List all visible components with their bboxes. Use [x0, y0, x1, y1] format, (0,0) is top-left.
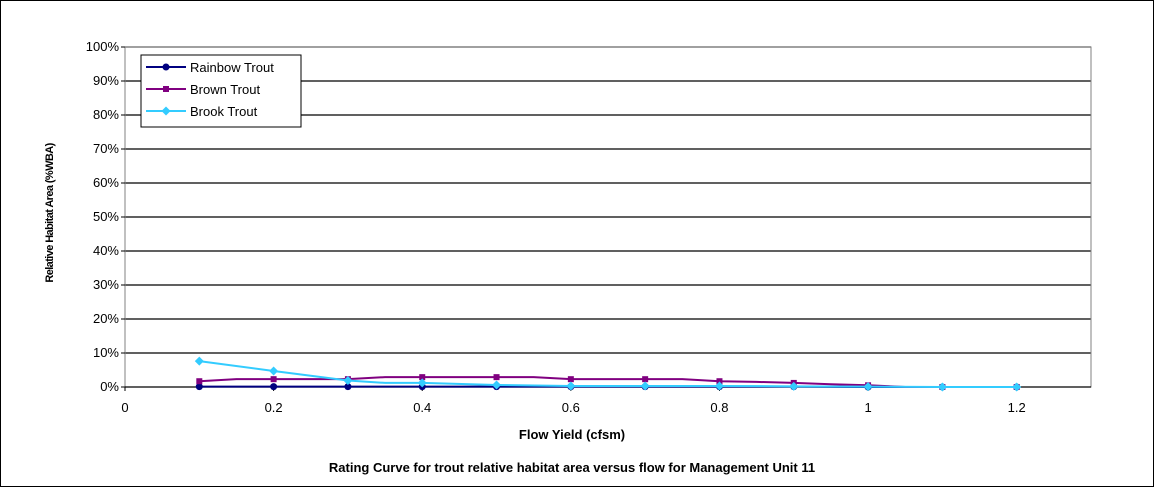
y-tick-label: 70% — [93, 141, 119, 156]
brook-trout-point — [195, 357, 204, 366]
x-axis-ticks: 0 0.2 0.4 0.6 0.8 1 1.2 — [121, 387, 1091, 415]
y-tick-label: 50% — [93, 209, 119, 224]
brook-trout-point — [938, 383, 947, 392]
x-tick-label: 0 — [121, 400, 128, 415]
legend-marker-brown-trout — [163, 86, 169, 92]
brook-trout-point — [566, 381, 575, 390]
brook-trout-point — [1012, 383, 1021, 392]
x-tick-label: 0.8 — [710, 400, 728, 415]
y-tick-label: 80% — [93, 107, 119, 122]
y-tick-label: 20% — [93, 311, 119, 326]
y-tick-label: 100% — [86, 39, 120, 54]
brown-trout-point — [196, 378, 202, 384]
brown-trout-point — [271, 376, 277, 382]
y-tick-label: 40% — [93, 243, 119, 258]
y-tick-label: 30% — [93, 277, 119, 292]
x-axis-title: Flow Yield (cfsm) — [519, 427, 625, 442]
brown-trout-point — [642, 376, 648, 382]
x-tick-label: 0.6 — [562, 400, 580, 415]
y-tick-label: 90% — [93, 73, 119, 88]
rainbow-trout-point — [270, 383, 277, 390]
legend-label-brook-trout: Brook Trout — [190, 104, 258, 119]
brook-trout-point — [343, 376, 352, 385]
y-axis-title: Relative Habitat Area (%WBA) — [44, 142, 56, 282]
y-tick-label: 0% — [100, 379, 119, 394]
y-tick-label: 10% — [93, 345, 119, 360]
legend-marker-rainbow-trout — [163, 64, 170, 71]
brook-trout-point — [864, 382, 873, 391]
chart-title: Rating Curve for trout relative habitat … — [329, 460, 815, 475]
x-tick-label: 1 — [864, 400, 871, 415]
brook-trout-point — [269, 367, 278, 376]
y-axis-ticks: 0% 10% 20% 30% 40% 50% 60% 70% 80% 90% 100% — [86, 39, 125, 394]
legend: Rainbow Trout Brown Trout Brook Trout — [141, 55, 301, 127]
brook-trout-point — [715, 381, 724, 390]
x-tick-label: 0.4 — [413, 400, 431, 415]
brook-trout-point — [641, 381, 650, 390]
series-lines — [199, 361, 1016, 387]
legend-label-rainbow-trout: Rainbow Trout — [190, 60, 274, 75]
brown-trout-point — [494, 374, 500, 380]
y-tick-label: 60% — [93, 175, 119, 190]
brown-trout-point — [568, 376, 574, 382]
brook-trout-line — [199, 361, 1016, 387]
x-tick-label: 1.2 — [1008, 400, 1026, 415]
x-tick-label: 0.2 — [265, 400, 283, 415]
legend-label-brown-trout: Brown Trout — [190, 82, 260, 97]
